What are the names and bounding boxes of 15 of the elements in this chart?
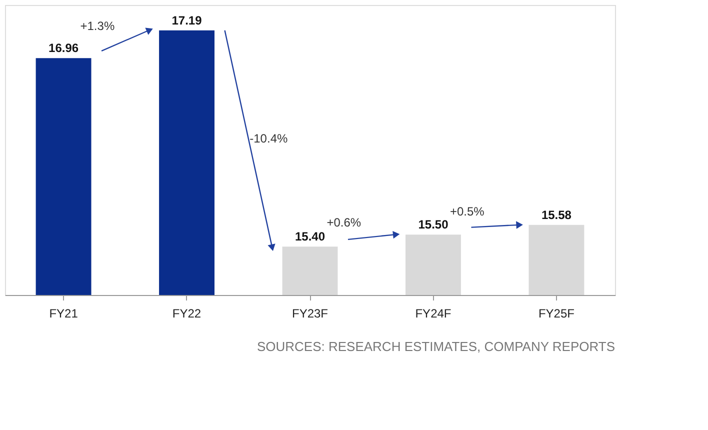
data-label: 15.50 (418, 218, 449, 232)
data-label: 15.40 (294, 230, 326, 244)
data-label: 15.58 (541, 208, 572, 222)
annotation: +1.3% (80, 19, 115, 34)
annotation: +0.6% (326, 216, 362, 230)
x-tick-label: FY25F (538, 306, 574, 320)
annotation: -10.4% (250, 132, 288, 146)
x-tick-label: FY22 (172, 306, 202, 320)
x-tick-label: FY23F (292, 306, 328, 320)
x-tick-label: FY24F (415, 306, 452, 320)
annotation: +0.5% (450, 204, 485, 219)
data-label: 17.19 (172, 13, 202, 28)
x-tick-label: FY21 (49, 306, 78, 320)
data-label: 16.96 (48, 41, 79, 56)
source-note: SOURCES: RESEARCH ESTIMATES, COMPANY REPORTS (256, 339, 616, 354)
